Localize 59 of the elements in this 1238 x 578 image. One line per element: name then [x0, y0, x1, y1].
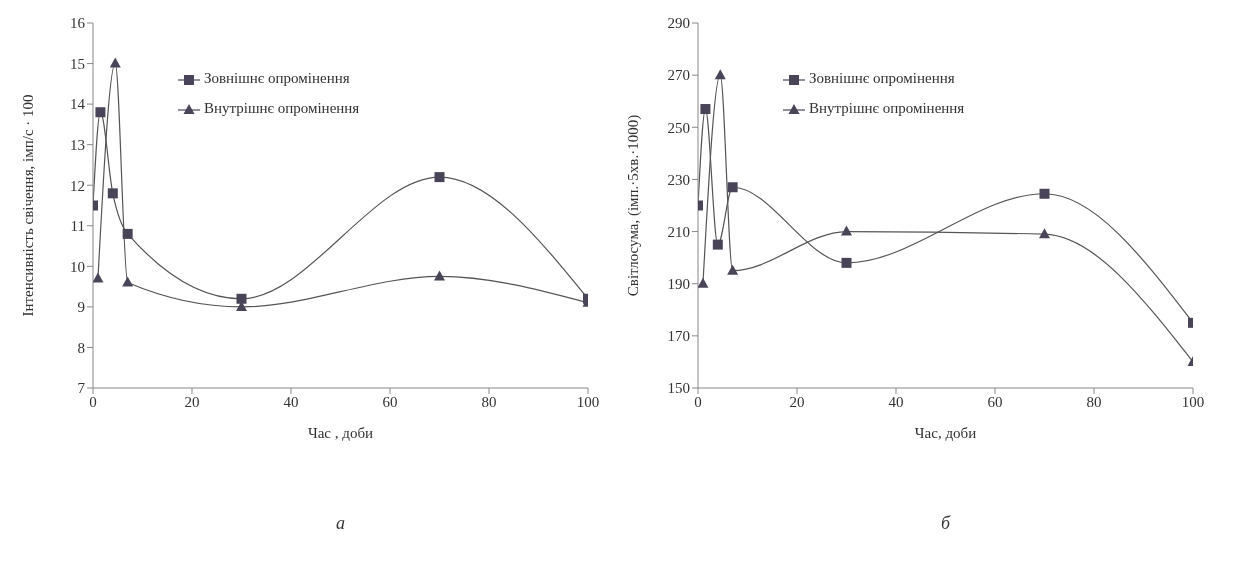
point	[236, 293, 247, 304]
x-tick-label: 60	[987, 393, 1003, 410]
point	[434, 172, 445, 183]
text: а	[335, 513, 346, 534]
y-tick-label: 150	[667, 380, 690, 397]
legend-label: Внутрішнє опромінення	[809, 100, 965, 116]
y-tick-label: 7	[77, 380, 86, 397]
x-tick-label: 40	[283, 393, 299, 410]
y-tick-label: 10	[70, 258, 85, 275]
x-tick-label: 40	[888, 393, 904, 410]
x-tick-label: 100	[1181, 393, 1205, 410]
legend-label: Зовнішнє опромінення	[809, 70, 955, 86]
y-tick-label: 250	[667, 119, 690, 136]
point	[122, 228, 133, 239]
point	[122, 276, 134, 287]
y-tick-label: 14	[70, 96, 86, 113]
legend-label: Внутрішнє опромінення	[204, 100, 360, 116]
x-tick-label: 20	[184, 393, 200, 410]
y-axis-title: Інтенсивність свічення, імп/с · 100	[20, 94, 37, 317]
y-tick-label: 290	[667, 15, 690, 32]
y-tick-label: 190	[667, 276, 690, 293]
x-tick-label: 80	[1086, 393, 1102, 410]
point	[714, 69, 726, 80]
point	[109, 57, 121, 68]
point	[698, 277, 709, 288]
x-tick-label: 0	[694, 393, 702, 410]
point	[1039, 228, 1050, 239]
y-tick-label: 11	[70, 218, 85, 235]
point	[712, 239, 723, 250]
x-tick-label: 80	[481, 393, 497, 410]
x-tick-label: 60	[382, 393, 398, 410]
x-tick-label: 20	[789, 393, 805, 410]
y-tick-label: 15	[70, 55, 85, 72]
x-tick-label: 0	[89, 393, 97, 410]
point	[93, 272, 104, 283]
y-tick-label: 16	[70, 15, 86, 32]
y-tick-label: 8	[77, 339, 85, 356]
point	[434, 270, 445, 281]
y-tick-label: 9	[77, 299, 85, 316]
point	[841, 225, 852, 236]
x-axis-title: Час , доби	[307, 425, 374, 441]
legend-label: Зовнішнє опромінення	[204, 70, 350, 86]
point	[1039, 188, 1050, 199]
point	[727, 182, 738, 193]
y-tick-label: 12	[70, 177, 85, 194]
y-tick-label: 170	[667, 328, 690, 345]
point	[700, 104, 711, 115]
x-axis-title: Час, доби	[914, 425, 977, 441]
point	[727, 264, 739, 275]
point	[107, 188, 118, 199]
y-tick-label: 210	[667, 223, 690, 240]
point	[95, 107, 106, 118]
y-tick-label: 270	[667, 67, 690, 84]
point	[841, 257, 852, 268]
y-axis-title: Світлосума, (імп.·5хв.·1000)	[625, 114, 643, 297]
text: б	[939, 513, 952, 534]
y-tick-label: 13	[70, 136, 85, 153]
y-tick-label: 230	[667, 171, 690, 188]
x-tick-label: 100	[576, 393, 600, 410]
